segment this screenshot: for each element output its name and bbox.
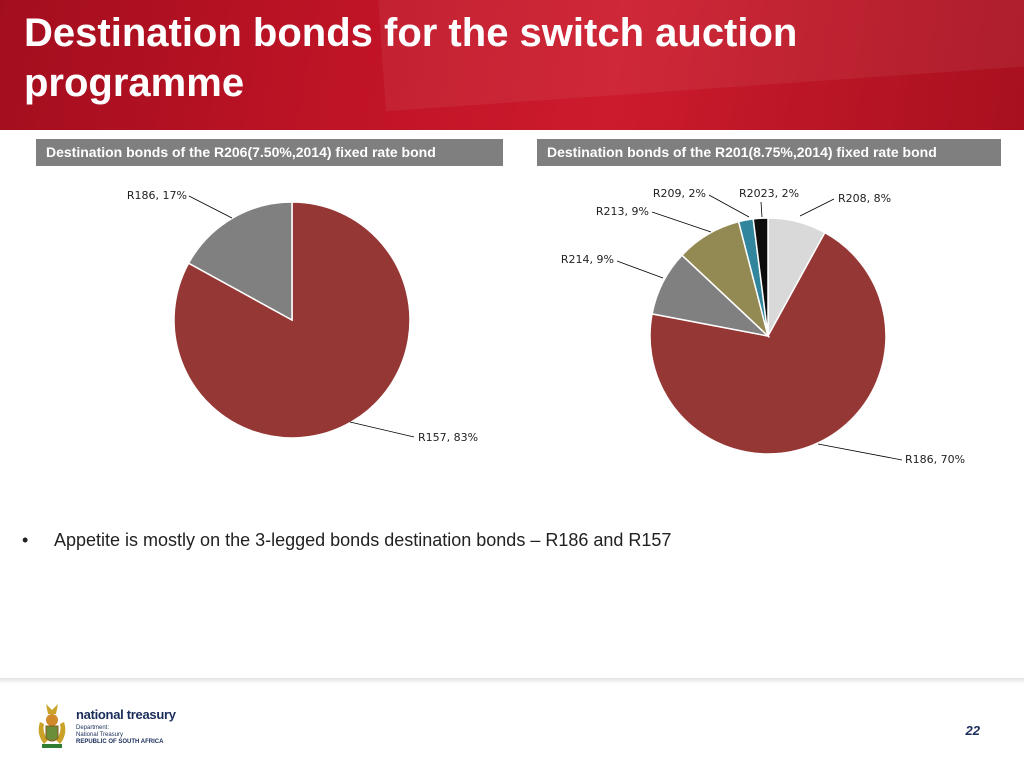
chart-title-left: Destination bonds of the R206(7.50%,2014… [36, 139, 503, 166]
pie-charts: R157, 83% R186, 17% R208, 8% R186, 70% R214,… [127, 187, 965, 466]
pie2-leader-4 [708, 194, 750, 218]
pie1-slice-1 [187, 201, 293, 322]
pie1-leader-0 [349, 421, 415, 438]
pie1-leader-1 [188, 195, 233, 219]
bullet-text: Appetite is mostly on the 3-legged bonds… [54, 530, 672, 550]
coat-of-arms-icon [38, 704, 66, 748]
pie2-leader-5 [760, 201, 763, 218]
pie1-label-1: R186, 17% [127, 189, 187, 202]
pie2-leader-1 [817, 443, 903, 461]
slide-title: Destination bonds for the switch auction… [24, 11, 798, 105]
chart-title-right: Destination bonds of the R201(8.75%,2014… [537, 139, 1001, 166]
pie2-leader-2 [616, 260, 664, 279]
pie2-slice-1 [649, 231, 887, 455]
logo-line1: Department: [76, 725, 110, 731]
title-banner [0, 0, 1024, 130]
footer-divider [0, 678, 1024, 684]
logo-name: national treasury [76, 707, 176, 722]
pie2-label-3: R213, 9% [596, 205, 649, 218]
pie2-label-0: R208, 8% [838, 192, 891, 205]
page-number: 22 [965, 723, 980, 738]
pie2-leader-0 [799, 198, 835, 217]
bullet-dot: • [22, 530, 29, 550]
pie2-label-1: R186, 70% [905, 453, 965, 466]
pie2-leader-3 [651, 211, 712, 233]
pie2-slice-5 [752, 217, 769, 337]
pie2-label-2: R214, 9% [561, 253, 614, 266]
pie2-label-5: R2023, 2% [739, 187, 799, 200]
logo-line3: REPUBLIC OF SOUTH AFRICA [76, 739, 164, 745]
logo-line2: National Treasury [76, 732, 124, 738]
pie2-label-4: R209, 2% [653, 187, 706, 200]
bullet-point: • Appetite is mostly on the 3-legged bond… [22, 529, 922, 551]
pie1-label-0: R157, 83% [418, 431, 478, 444]
